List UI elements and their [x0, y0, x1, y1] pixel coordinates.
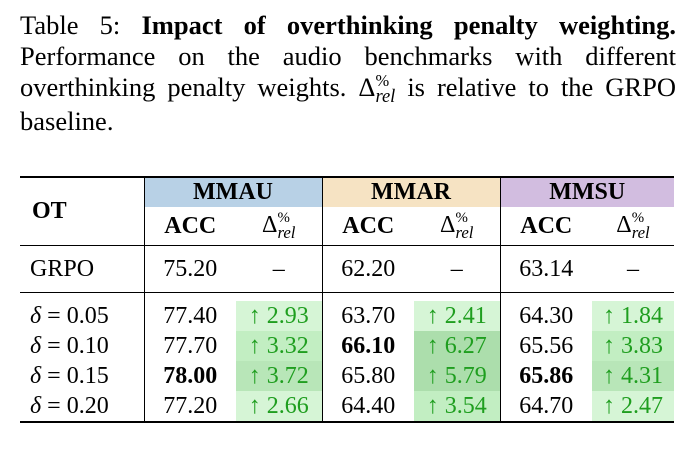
delta-cell: ↑ 5.79: [414, 361, 500, 391]
value-cell: 77.70: [143, 331, 236, 361]
ot-cell: δ = 0.15: [30, 362, 109, 389]
value-cell: 63.70: [321, 301, 414, 331]
table-row: δ = 0.10 77.70 ↑ 3.32 66.10 ↑ 6.27 65.56…: [20, 331, 674, 361]
caption-delta-symbol: Δ% rel: [358, 71, 396, 107]
delta-cell: ↑ 2.47: [592, 391, 674, 422]
method-cell: GRPO: [30, 255, 95, 282]
caption-text-2: is relative to the GRPO baseline.: [20, 72, 676, 136]
results-table: OT MMAU MMAR MMSU ACC Δ% rel ACC Δ% rel AC…: [20, 176, 674, 423]
table-caption: Table 5: Impact of overthinking penalty …: [20, 10, 676, 137]
delta-cell: ↑ 3.32: [236, 331, 322, 361]
acc-header: ACC: [143, 207, 236, 246]
delta-cell: ↑ 2.66: [236, 391, 322, 422]
sub-header-row: ACC Δ% rel ACC Δ% rel ACC Δ% rel: [20, 207, 674, 246]
delta-header: Δ% rel: [440, 209, 474, 243]
group-header-row: OT MMAU MMAR MMSU: [20, 177, 674, 224]
value-cell: 75.20: [143, 245, 236, 293]
delta-cell: ↑ 4.31: [592, 361, 674, 391]
group-header-mmsu: MMSU: [499, 177, 674, 207]
value-cell: 77.20: [143, 391, 236, 422]
ot-cell: δ = 0.20: [30, 392, 109, 419]
value-cell: –: [627, 255, 639, 282]
value-cell: 78.00: [143, 361, 236, 391]
acc-header: ACC: [499, 207, 592, 246]
baseline-row: GRPO 75.20 – 62.20 – 63.14 –: [20, 245, 674, 293]
caption-title: Impact of overthinking penalty weighting…: [141, 10, 676, 40]
delta-cell: ↑ 6.27: [414, 331, 500, 361]
value-cell: 77.40: [143, 301, 236, 331]
value-cell: 65.80: [321, 361, 414, 391]
acc-header: ACC: [321, 207, 414, 246]
ot-cell: δ = 0.10: [30, 332, 109, 359]
table-row: δ = 0.20 77.20 ↑ 2.66 64.40 ↑ 3.54 64.70…: [20, 391, 674, 422]
group-header-mmar: MMAR: [321, 177, 500, 207]
table-row: δ = 0.15 78.00 ↑ 3.72 65.80 ↑ 5.79 65.86…: [20, 361, 674, 391]
value-cell: –: [272, 255, 285, 282]
ot-cell: δ = 0.05: [30, 302, 109, 329]
value-cell: 63.14: [499, 245, 592, 293]
delta-cell: ↑ 3.72: [236, 361, 322, 391]
table-row: δ = 0.05 77.40 ↑ 2.93 63.70 ↑ 2.41 64.30…: [20, 301, 674, 331]
delta-cell: ↑ 3.54: [414, 391, 500, 422]
value-cell: –: [450, 255, 463, 282]
value-cell: 65.56: [499, 331, 592, 361]
value-cell: 64.70: [499, 391, 592, 422]
value-cell: 65.86: [499, 361, 592, 391]
value-cell: 64.30: [499, 301, 592, 331]
caption-label: Table 5:: [20, 10, 121, 40]
delta-cell: ↑ 2.93: [236, 301, 322, 331]
delta-header: Δ% rel: [616, 209, 650, 243]
caption-text-1: Performance on the audio benchmarks with…: [20, 41, 676, 102]
group-header-mmau: MMAU: [143, 177, 322, 207]
ot-header: OT: [32, 198, 67, 224]
delta-cell: ↑ 1.84: [592, 301, 674, 331]
value-cell: 66.10: [321, 331, 414, 361]
delta-header: Δ% rel: [262, 209, 296, 243]
delta-cell: ↑ 2.41: [414, 301, 500, 331]
value-cell: 64.40: [321, 391, 414, 422]
delta-cell: ↑ 3.83: [592, 331, 674, 361]
value-cell: 62.20: [321, 245, 414, 293]
